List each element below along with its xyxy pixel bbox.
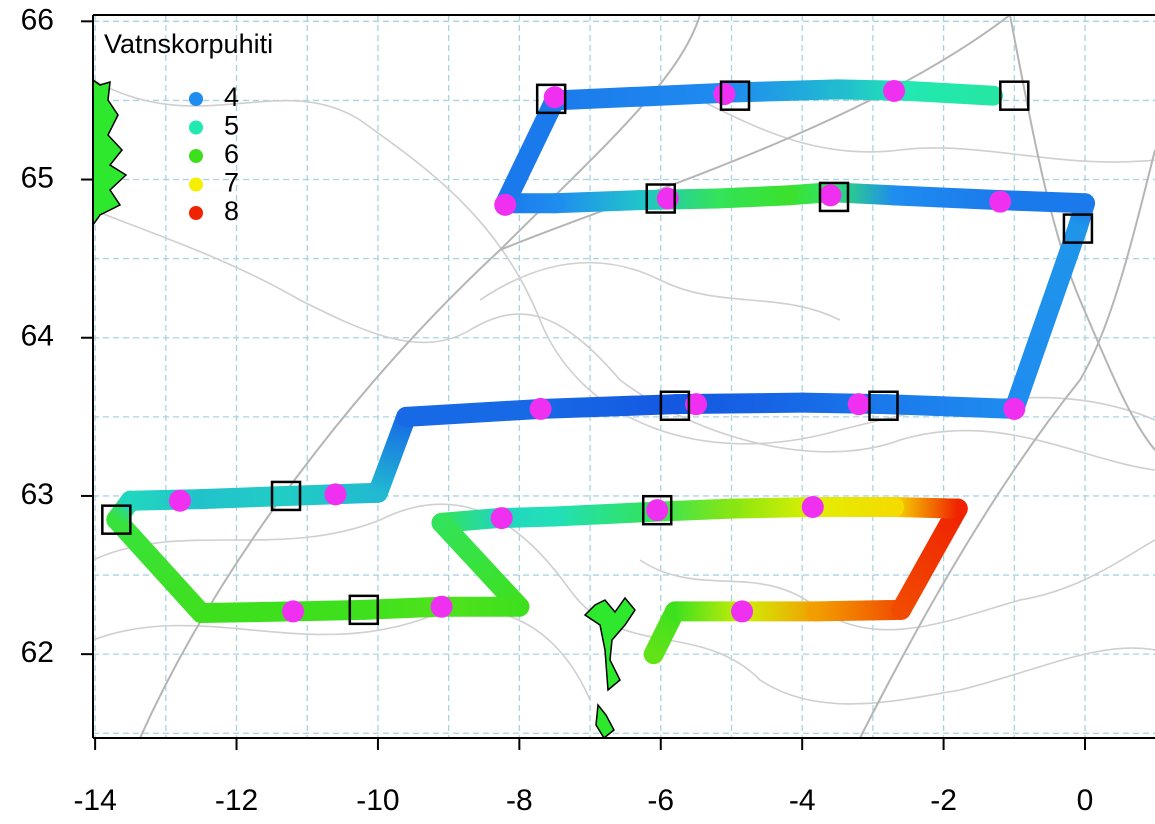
square-marker	[101, 504, 132, 535]
track-segment	[806, 599, 912, 622]
land-iceland	[93, 79, 128, 227]
track	[106, 79, 1096, 665]
track-segment	[431, 512, 530, 617]
station	[646, 499, 669, 522]
station	[1003, 397, 1026, 420]
station	[494, 193, 517, 216]
land-faroes	[583, 596, 636, 738]
x-tick-label: -12	[215, 784, 258, 817]
station	[731, 600, 754, 623]
track-segment	[884, 185, 1011, 211]
y-tick-label: 64	[21, 320, 54, 353]
contour-line	[479, 99, 1155, 321]
station	[543, 86, 566, 109]
square-marker	[868, 390, 899, 422]
square-marker	[659, 390, 691, 422]
track-segment	[191, 601, 304, 624]
track-segment	[544, 501, 664, 527]
station	[819, 184, 842, 207]
x-tick-label: -14	[73, 784, 116, 817]
bathymetry	[93, 15, 1155, 738]
square-marker	[818, 181, 850, 213]
track-segment	[283, 599, 374, 622]
x-tick-label: 0	[1077, 784, 1094, 817]
station	[324, 483, 347, 506]
station	[430, 595, 453, 618]
station	[656, 187, 679, 210]
track-segment	[544, 82, 742, 111]
legend-label: 5	[224, 111, 239, 141]
station	[490, 507, 513, 530]
square-marker	[999, 80, 1030, 111]
contour-line	[93, 503, 1155, 705]
x-tick-label: -2	[930, 784, 957, 817]
x-tick-label: -4	[789, 784, 816, 817]
station	[713, 83, 736, 106]
boundary-line	[499, 15, 1155, 451]
plot-area	[93, 15, 1155, 738]
track-segment	[990, 190, 1096, 214]
x-tick-label: -6	[647, 784, 674, 817]
legend-label: 7	[224, 168, 239, 198]
square-marker	[1062, 213, 1094, 244]
track-segment	[191, 485, 297, 510]
track-segment	[106, 509, 212, 624]
track-segment	[898, 80, 1004, 106]
contour-line	[93, 209, 1155, 471]
track-segment	[353, 596, 452, 620]
y-tick-label: 65	[21, 161, 54, 194]
station	[168, 489, 191, 512]
track-segment	[877, 394, 1025, 419]
station	[685, 393, 708, 416]
station	[883, 79, 906, 102]
contour-line	[93, 79, 1155, 445]
x-tick-label: -10	[356, 784, 399, 817]
square-marker	[645, 183, 677, 214]
track-segment	[721, 79, 848, 103]
square-marker	[535, 83, 567, 115]
station	[989, 190, 1012, 213]
stations	[101, 79, 1094, 626]
station	[529, 397, 552, 420]
y-tick-label: 66	[21, 3, 54, 36]
land	[93, 79, 636, 738]
legend-title: Vatnskorpuhiti	[104, 29, 273, 59]
legend-swatch	[189, 149, 203, 163]
track-segment	[792, 392, 898, 415]
y-tick-label: 62	[21, 636, 54, 669]
boundary-line	[859, 149, 1155, 738]
track-segment	[707, 185, 799, 209]
legend-label: 4	[224, 82, 239, 112]
square-marker	[719, 80, 751, 111]
contour-line	[93, 539, 1155, 701]
square-marker	[270, 480, 302, 512]
track-segment	[396, 398, 551, 427]
legend-swatch	[189, 120, 203, 135]
track-segment	[495, 90, 565, 214]
square-marker	[641, 494, 673, 526]
station	[801, 496, 824, 519]
legend-swatch	[189, 206, 203, 220]
station	[282, 600, 305, 623]
legend-label: 6	[224, 139, 239, 169]
track-segment	[884, 497, 968, 519]
track-segment	[891, 498, 968, 620]
legend-label: 8	[224, 196, 239, 226]
square-marker	[348, 594, 380, 626]
station	[847, 393, 870, 416]
x-tick-label: -8	[506, 784, 533, 817]
track-segment	[367, 406, 417, 503]
legend-swatch	[189, 177, 203, 192]
track-segment	[1004, 216, 1088, 419]
track-segment	[544, 190, 650, 214]
track-segment	[530, 394, 685, 419]
legend-swatch	[189, 92, 203, 106]
y-tick-label: 63	[21, 478, 54, 511]
